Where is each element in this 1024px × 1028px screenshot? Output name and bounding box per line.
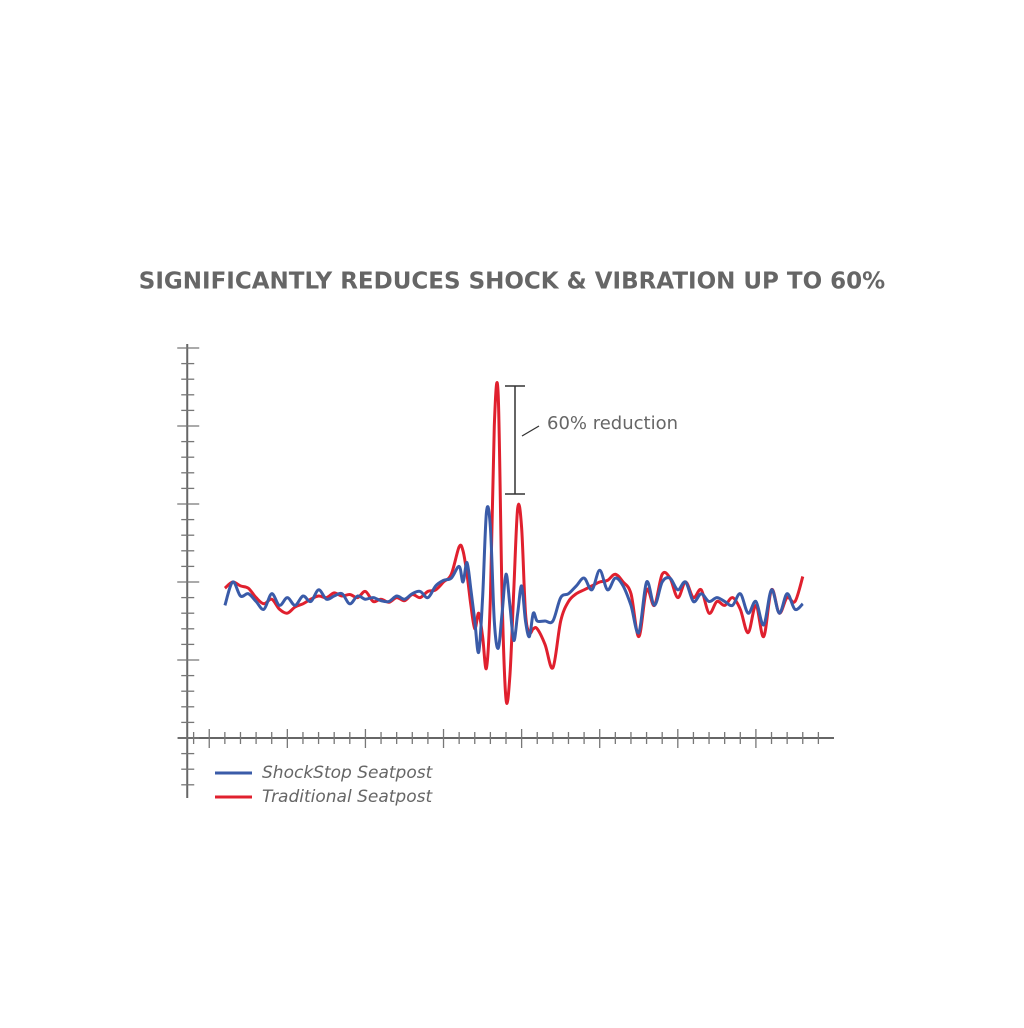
plot-area bbox=[223, 381, 805, 705]
annotation: 60% reduction bbox=[547, 413, 678, 434]
chart-title: SIGNIFICANTLY REDUCES SHOCK & VIBRATION … bbox=[139, 269, 885, 295]
reduction-bracket: 60% reduction bbox=[505, 385, 678, 495]
legend-label: Traditional Seatpost bbox=[262, 787, 433, 807]
leader-line bbox=[521, 425, 540, 437]
legend-label: ShockStop Seatpost bbox=[262, 763, 434, 783]
legend: ShockStop Seatpost Traditional Seatpost bbox=[215, 763, 434, 807]
series-line bbox=[223, 505, 804, 654]
axes bbox=[177, 344, 834, 798]
series-line bbox=[223, 381, 805, 705]
